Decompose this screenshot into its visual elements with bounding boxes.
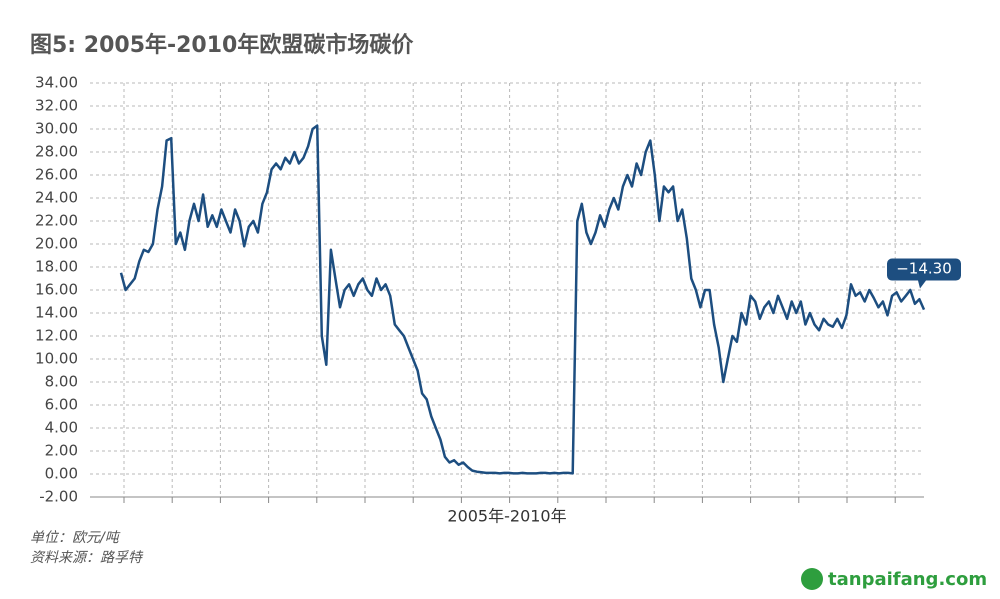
y-tick-label: 2.00: [45, 442, 78, 460]
y-tick-label: 0.00: [45, 465, 78, 483]
y-tick-label: 24.00: [35, 189, 78, 207]
y-tick-label: 22.00: [35, 212, 78, 230]
y-tick-label: 26.00: [35, 166, 78, 184]
y-tick-label: -2.00: [39, 488, 78, 506]
source-note: 资料来源：路孚特: [30, 550, 144, 566]
y-tick-label: 14.00: [35, 304, 78, 322]
y-tick-label: 18.00: [35, 258, 78, 276]
y-tick-label: 4.00: [45, 419, 78, 437]
y-tick-label: 12.00: [35, 327, 78, 345]
x-axis-label: 2005年-2010年: [447, 507, 566, 526]
price-line: [119, 124, 926, 475]
chart-title: 图5: 2005年-2010年欧盟碳市场碳价: [30, 32, 414, 58]
y-tick-label: 30.00: [35, 120, 78, 138]
y-tick-label: 32.00: [35, 97, 78, 115]
y-tick-label: 10.00: [35, 350, 78, 368]
unit-note: 单位：欧元/吨: [30, 530, 121, 546]
y-tick-label: 28.00: [35, 143, 78, 161]
y-tick-label: 34.00: [35, 74, 78, 92]
y-tick-label: 20.00: [35, 235, 78, 253]
y-tick-label: 8.00: [45, 373, 78, 391]
callout-label: −14.30: [896, 260, 952, 278]
watermark-icon: [801, 568, 823, 590]
y-tick-label: 16.00: [35, 281, 78, 299]
watermark: tanpaifang.com: [828, 569, 987, 590]
callout-box: [887, 258, 961, 289]
y-tick-label: 6.00: [45, 396, 78, 414]
